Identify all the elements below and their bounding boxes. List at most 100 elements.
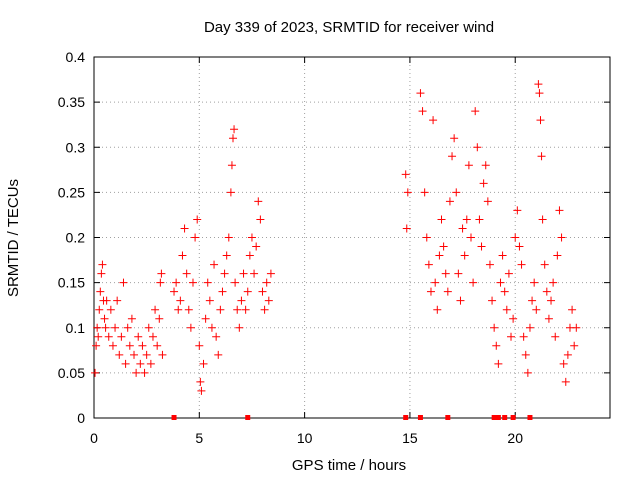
- data-point: [448, 152, 457, 161]
- data-point: [134, 332, 143, 341]
- data-point: [224, 233, 233, 242]
- data-point: [507, 332, 516, 341]
- data-point: [466, 233, 475, 242]
- data-point: [172, 278, 181, 287]
- y-tick-label: 0.35: [58, 94, 85, 110]
- data-point: [93, 323, 102, 332]
- data-point: [106, 305, 115, 314]
- data-point: [138, 341, 147, 350]
- data-point: [456, 296, 465, 305]
- data-point: [199, 359, 208, 368]
- data-point: [121, 359, 130, 368]
- data-point: [513, 206, 522, 215]
- data-point: [452, 188, 461, 197]
- data-point: [115, 350, 124, 359]
- data-point: [458, 224, 467, 233]
- data-point: [132, 368, 141, 377]
- y-tick-label: 0.4: [66, 49, 86, 65]
- data-point: [511, 233, 520, 242]
- data-point: [475, 215, 484, 224]
- data-point: [435, 251, 444, 260]
- data-point: [91, 368, 100, 377]
- data-point: [158, 350, 167, 359]
- data-point: [174, 305, 183, 314]
- data-point: [471, 107, 480, 116]
- data-point: [563, 350, 572, 359]
- data-point: [117, 332, 126, 341]
- plot-frame: [93, 56, 611, 419]
- data-point: [127, 314, 136, 323]
- zero-markers: [171, 415, 533, 420]
- data-point: [256, 215, 265, 224]
- data-point: [226, 188, 235, 197]
- y-tick-label: 0: [77, 410, 85, 426]
- zero-marker: [502, 415, 508, 420]
- data-point: [233, 305, 242, 314]
- data-point: [485, 260, 494, 269]
- data-point: [462, 215, 471, 224]
- data-point: [519, 332, 528, 341]
- x-tick-label: 0: [90, 430, 98, 446]
- data-point: [441, 269, 450, 278]
- data-point: [557, 233, 566, 242]
- data-point: [197, 386, 206, 395]
- data-point: [547, 296, 556, 305]
- data-point: [170, 287, 179, 296]
- data-point: [559, 359, 568, 368]
- data-point: [216, 305, 225, 314]
- data-point: [488, 296, 497, 305]
- data-point: [210, 260, 219, 269]
- data-point: [445, 197, 454, 206]
- data-point: [523, 368, 532, 377]
- data-point: [544, 314, 553, 323]
- data-point: [220, 269, 229, 278]
- data-point: [188, 278, 197, 287]
- data-point: [570, 341, 579, 350]
- axes: [93, 56, 611, 419]
- data-point: [492, 341, 501, 350]
- data-point: [250, 269, 259, 278]
- data-point: [433, 305, 442, 314]
- x-tick-label: 10: [297, 430, 313, 446]
- data-point: [534, 80, 543, 89]
- data-point: [450, 134, 459, 143]
- data-point: [102, 296, 111, 305]
- data-point: [260, 305, 269, 314]
- data-point: [155, 314, 164, 323]
- data-point: [530, 278, 539, 287]
- data-point: [424, 260, 433, 269]
- grid: [94, 57, 610, 418]
- data-point: [264, 296, 273, 305]
- data-point: [180, 224, 189, 233]
- data-point: [553, 251, 562, 260]
- data-point: [231, 278, 240, 287]
- data-point: [426, 287, 435, 296]
- data-point: [195, 341, 204, 350]
- data-point: [437, 215, 446, 224]
- data-point: [515, 242, 524, 251]
- x-tick-label: 5: [195, 430, 203, 446]
- data-point: [555, 206, 564, 215]
- zero-marker: [403, 415, 409, 420]
- data-point: [243, 287, 252, 296]
- data-point: [496, 278, 505, 287]
- data-point: [100, 314, 109, 323]
- data-point: [108, 341, 117, 350]
- data-point: [146, 359, 155, 368]
- data-point: [156, 278, 165, 287]
- data-point: [182, 269, 191, 278]
- data-point: [111, 323, 120, 332]
- data-point: [201, 314, 210, 323]
- zero-marker: [417, 415, 423, 420]
- data-point: [144, 323, 153, 332]
- data-points: [91, 80, 581, 395]
- data-point: [479, 179, 488, 188]
- data-point: [498, 251, 507, 260]
- zero-marker: [445, 415, 451, 420]
- data-point: [184, 305, 193, 314]
- data-point: [532, 305, 541, 314]
- data-point: [504, 269, 513, 278]
- data-point: [123, 323, 132, 332]
- data-point: [205, 296, 214, 305]
